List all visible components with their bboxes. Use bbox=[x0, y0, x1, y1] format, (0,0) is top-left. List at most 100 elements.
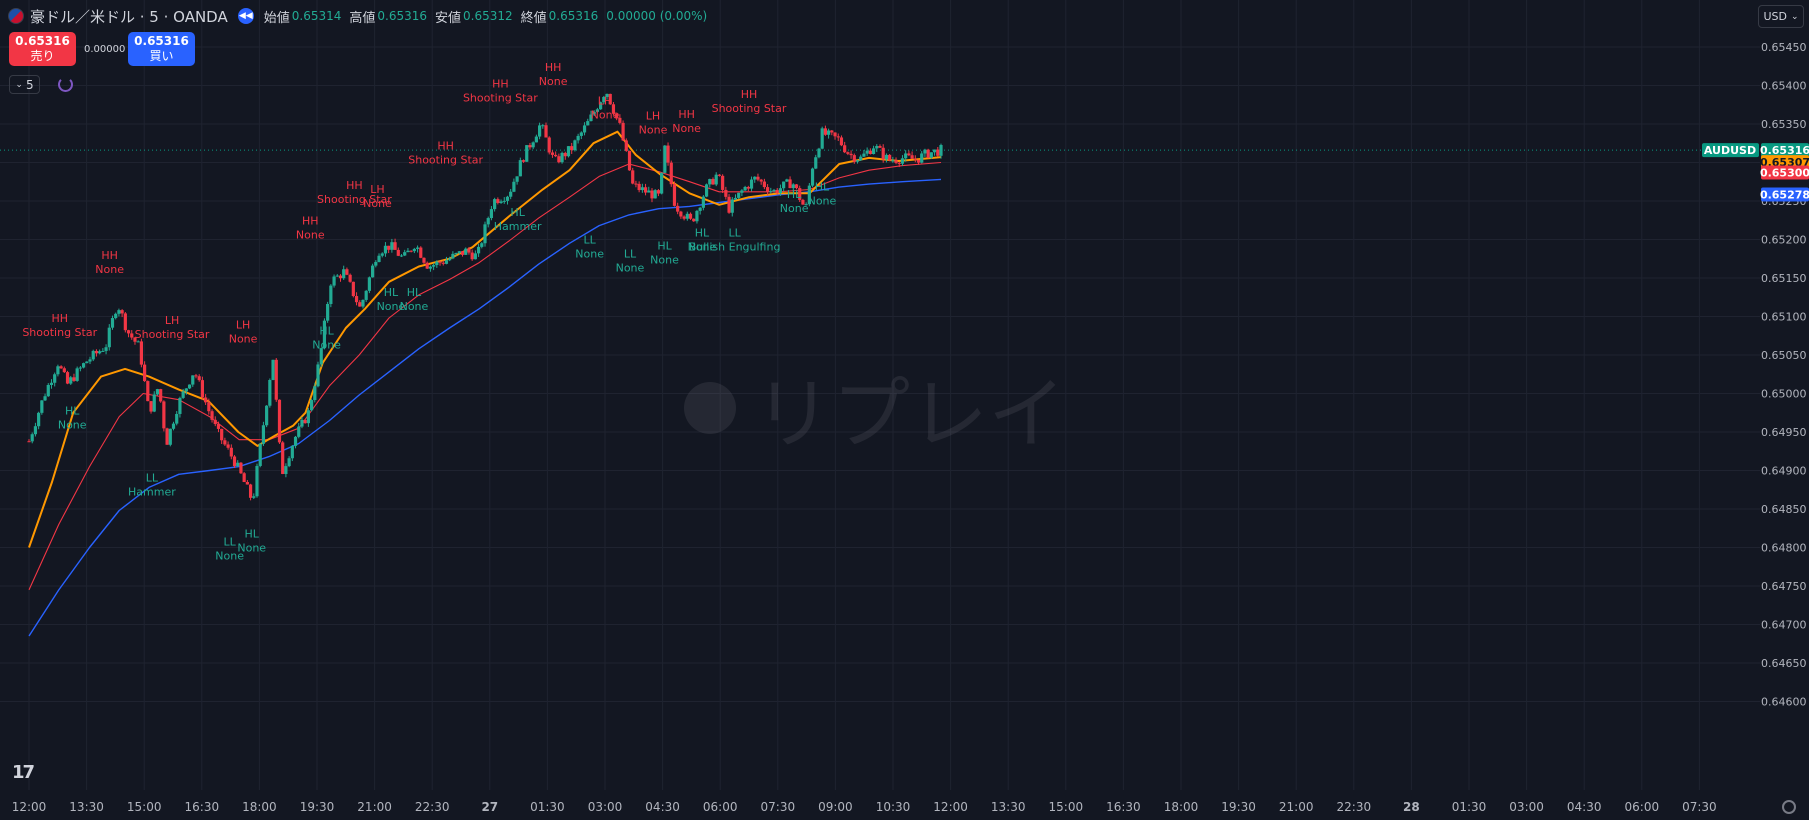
gear-icon[interactable] bbox=[1782, 800, 1796, 814]
swing-label: HH bbox=[678, 108, 695, 121]
swing-label: LL bbox=[584, 233, 597, 246]
candle-body bbox=[496, 199, 500, 203]
low-value: 0.65312 bbox=[463, 9, 513, 23]
candle-body bbox=[448, 258, 452, 261]
buy-button[interactable]: 0.65316 買い bbox=[128, 32, 195, 66]
time-tick-label: 15:00 bbox=[1049, 800, 1084, 814]
candle-body bbox=[576, 135, 580, 141]
time-tick-label: 16:30 bbox=[185, 800, 220, 814]
candle-body bbox=[878, 146, 882, 148]
candle-body bbox=[290, 445, 294, 459]
candle-body bbox=[599, 102, 603, 110]
pattern-label: Bullish Engulfing bbox=[689, 241, 781, 254]
candle-body bbox=[727, 196, 731, 213]
candle-body bbox=[239, 462, 243, 474]
candle-body bbox=[248, 484, 253, 498]
swing-label: HL bbox=[815, 180, 830, 193]
candle-body bbox=[223, 440, 227, 445]
candle-body bbox=[229, 447, 233, 457]
swing-label: HL bbox=[245, 528, 260, 541]
price-axis[interactable]: 0.654500.654000.653500.653000.652500.652… bbox=[1760, 0, 1809, 820]
candle-body bbox=[159, 389, 163, 402]
candle-body bbox=[859, 156, 863, 161]
candle-body bbox=[891, 160, 895, 162]
replay-rewind-icon[interactable]: ◀◀ bbox=[237, 8, 254, 24]
candle-body bbox=[53, 374, 57, 383]
candle-body bbox=[27, 441, 31, 443]
candle-body bbox=[399, 255, 404, 257]
candle-body bbox=[875, 146, 879, 149]
candle-body bbox=[512, 181, 516, 192]
candle-body bbox=[126, 330, 131, 334]
time-tick-label: 12:00 bbox=[933, 800, 968, 814]
candle-body bbox=[104, 347, 108, 351]
sell-button[interactable]: 0.65316 売り bbox=[9, 32, 76, 66]
open-label: 始値 bbox=[263, 10, 290, 26]
currency-selector[interactable]: USD ⌄ bbox=[1758, 5, 1804, 28]
candle-body bbox=[444, 260, 449, 264]
candle-body bbox=[345, 269, 349, 275]
candle-body bbox=[775, 189, 779, 194]
candle-body bbox=[319, 348, 323, 365]
candle-body bbox=[435, 261, 439, 266]
candle-body bbox=[746, 186, 750, 189]
price-tick-label: 0.64950 bbox=[1761, 426, 1807, 439]
swing-label: HH bbox=[302, 214, 319, 227]
ema-slow-line bbox=[28, 178, 942, 637]
swing-label: HH bbox=[101, 249, 118, 262]
candle-body bbox=[143, 364, 147, 382]
candle-body bbox=[586, 121, 590, 126]
candle-body bbox=[525, 145, 529, 162]
swing-label: HL bbox=[657, 240, 672, 253]
low-label: 安値 bbox=[435, 10, 462, 26]
candle-body bbox=[187, 384, 192, 389]
swing-label: HH bbox=[437, 140, 454, 153]
candle-body bbox=[261, 425, 266, 444]
candle-body bbox=[175, 413, 179, 424]
candle-body bbox=[923, 149, 927, 154]
sync-icon[interactable] bbox=[58, 77, 73, 92]
swing-label: HH bbox=[492, 77, 509, 90]
pattern-label: None bbox=[650, 254, 679, 267]
interval-selector[interactable]: ⌄ 5 bbox=[9, 75, 40, 94]
candle-body bbox=[904, 153, 908, 159]
candle-body bbox=[49, 382, 54, 385]
candle-body bbox=[820, 128, 824, 149]
candle-body bbox=[489, 209, 494, 219]
candle-body bbox=[798, 188, 802, 200]
price-tick-label: 0.65000 bbox=[1761, 388, 1807, 401]
pattern-label: None bbox=[672, 122, 701, 135]
candle-body bbox=[762, 181, 766, 188]
pattern-label: None bbox=[575, 247, 604, 260]
candle-body bbox=[377, 255, 381, 262]
symbol-tag-box bbox=[1702, 143, 1759, 158]
pattern-label: None bbox=[229, 332, 258, 345]
swing-label: HL bbox=[787, 188, 802, 201]
pattern-label: None bbox=[312, 338, 341, 351]
candle-body bbox=[287, 458, 291, 467]
candle-body bbox=[653, 190, 657, 199]
pattern-label: None bbox=[400, 300, 429, 313]
time-tick-label: 13:30 bbox=[69, 800, 104, 814]
candle-body bbox=[412, 248, 416, 252]
time-tick-label: 07:30 bbox=[1682, 800, 1717, 814]
price-axis-background bbox=[1760, 0, 1809, 820]
time-axis[interactable]: 12:00 13:30 15:00 16:30 18:00 19:30 21:00 22:30… bbox=[0, 790, 1760, 820]
candle-body bbox=[868, 150, 872, 155]
candle-body bbox=[817, 148, 821, 158]
candle-body bbox=[566, 146, 571, 157]
candle-body bbox=[393, 242, 397, 250]
candle-body bbox=[120, 310, 124, 314]
symbol-title[interactable]: 豪ドル／米ドル · 5 · OANDA bbox=[30, 7, 228, 26]
candle-body bbox=[740, 190, 744, 193]
candle-body bbox=[772, 189, 776, 192]
candle-body bbox=[579, 132, 583, 136]
swing-label: LL bbox=[624, 247, 637, 260]
candle-body bbox=[643, 187, 648, 193]
candle-body bbox=[759, 179, 763, 182]
tradingview-logo-icon[interactable]: 17 bbox=[12, 762, 35, 783]
candle-body bbox=[306, 410, 310, 424]
candle-body bbox=[258, 443, 262, 466]
